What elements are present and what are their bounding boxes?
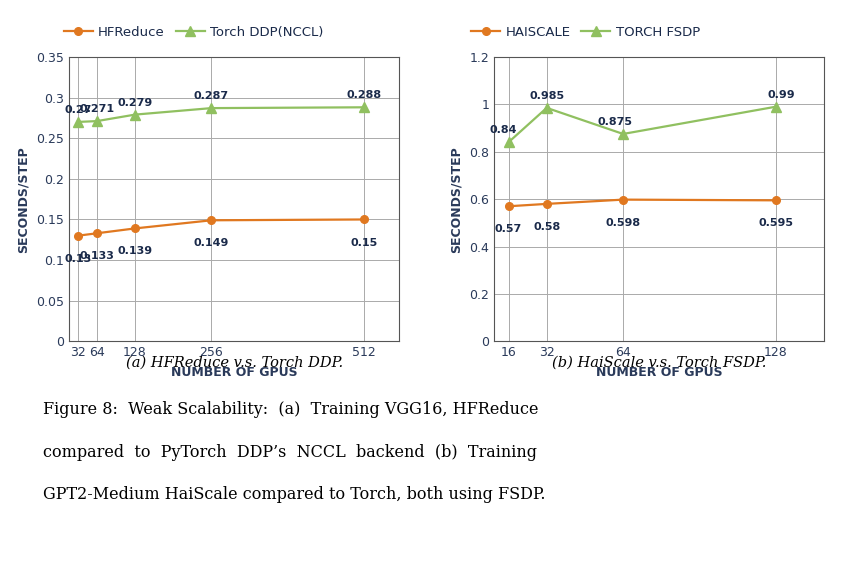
Text: 0.598: 0.598 [605,218,641,228]
Text: 0.57: 0.57 [495,224,522,234]
Text: (a) HFReduce v.s. Torch DDP.: (a) HFReduce v.s. Torch DDP. [126,356,342,370]
Text: 0.271: 0.271 [79,104,114,114]
Text: Figure 8:  Weak Scalability:  (a)  Training VGG16, HFReduce: Figure 8: Weak Scalability: (a) Training… [43,401,539,418]
Text: 0.27: 0.27 [64,105,91,115]
Legend: HAISCALE, TORCH FSDP: HAISCALE, TORCH FSDP [466,21,705,44]
Text: 0.279: 0.279 [117,98,153,108]
Legend: HFReduce, Torch DDP(NCCL): HFReduce, Torch DDP(NCCL) [59,21,329,44]
Text: 0.595: 0.595 [759,218,793,228]
Text: 0.149: 0.149 [193,238,229,248]
Text: compared  to  PyTorch  DDP’s  NCCL  backend  (b)  Training: compared to PyTorch DDP’s NCCL backend (… [43,444,538,461]
X-axis label: NUMBER OF GPUS: NUMBER OF GPUS [596,366,722,379]
Text: 0.287: 0.287 [194,91,229,101]
Text: 0.13: 0.13 [64,254,91,264]
Text: 0.133: 0.133 [80,251,114,261]
Text: 0.58: 0.58 [533,222,560,232]
Text: 0.288: 0.288 [347,90,381,100]
Text: GPT2-Medium HaiScale compared to Torch, both using FSDP.: GPT2-Medium HaiScale compared to Torch, … [43,486,546,504]
Text: 0.99: 0.99 [767,90,795,100]
Y-axis label: SECONDS/STEP: SECONDS/STEP [16,146,29,253]
Text: 0.875: 0.875 [597,117,632,127]
Text: 0.139: 0.139 [117,246,153,257]
Text: (b) HaiScale v.s. Torch FSDP.: (b) HaiScale v.s. Torch FSDP. [551,356,766,370]
Text: 0.15: 0.15 [350,237,378,248]
Text: 0.985: 0.985 [529,91,564,101]
Text: 0.84: 0.84 [489,125,517,135]
X-axis label: NUMBER OF GPUS: NUMBER OF GPUS [171,366,297,379]
Y-axis label: SECONDS/STEP: SECONDS/STEP [449,146,462,253]
